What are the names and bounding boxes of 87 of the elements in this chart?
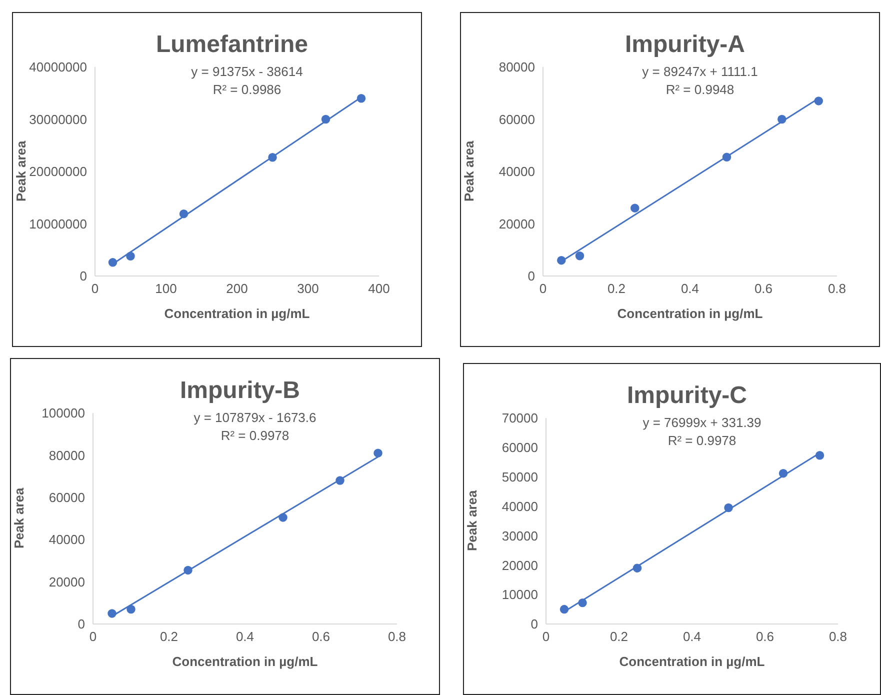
- annotation: R² = 0.9986: [212, 81, 282, 99]
- point: [724, 503, 733, 512]
- point: [630, 204, 640, 212]
- point: [126, 604, 136, 614]
- annotation: y = 107879x - 1673.6: [192, 409, 318, 427]
- x-tick-label: 0.6: [312, 629, 330, 644]
- point: [108, 609, 116, 618]
- x-tick-label: 400: [368, 281, 390, 296]
- x-tick-label: 0.2: [607, 281, 626, 296]
- x-tick-label: 200: [226, 281, 248, 296]
- annotation: y = 89247x + 1111.1: [641, 63, 759, 81]
- point: [278, 513, 288, 522]
- point: [268, 153, 277, 162]
- y-tick-label: 20000000: [29, 164, 87, 180]
- y-tick-label: 70000: [502, 410, 538, 426]
- point: [557, 256, 566, 265]
- y-tick-label: 100000: [42, 406, 85, 421]
- annotation: R² = 0.9978: [666, 432, 738, 450]
- x-tick-label: 0.4: [680, 281, 700, 296]
- y-tick-label: 30000: [502, 528, 538, 544]
- x-axis-title: Concentration in µg/mL: [164, 306, 310, 321]
- point: [126, 252, 135, 261]
- x-tick-label: 100: [155, 281, 177, 296]
- y-tick-label: 60000: [48, 490, 85, 506]
- point: [374, 448, 382, 458]
- y-tick-label: 20000: [498, 216, 535, 232]
- point: [108, 258, 118, 267]
- y-axis-title: Peak area: [462, 140, 477, 202]
- annotation: R² = 0.9948: [664, 81, 736, 99]
- point: [578, 598, 587, 608]
- y-tick-label: 80000: [498, 60, 535, 75]
- y-tick-label: 0: [80, 268, 87, 284]
- y-tick-label: 0: [78, 616, 85, 632]
- y-tick-label: 10000000: [29, 216, 87, 232]
- y-axis-title: Peak area: [12, 487, 27, 548]
- chart-title: Impurity-A: [624, 31, 746, 59]
- x-tick-label: 0.4: [236, 629, 254, 644]
- y-tick-label: 20000: [502, 558, 538, 573]
- x-axis-title: Concentration in µg/mL: [619, 654, 765, 669]
- point: [321, 114, 330, 124]
- point: [560, 604, 569, 614]
- x-tick-label: 0.2: [610, 629, 628, 644]
- point: [336, 476, 344, 485]
- x-axis-title: Concentration in µg/mL: [617, 306, 763, 321]
- point: [778, 468, 788, 478]
- point: [778, 114, 786, 124]
- x-tick-label: 0.8: [828, 629, 848, 644]
- annotation: y = 76999x + 331.39: [642, 414, 762, 432]
- point: [815, 451, 824, 460]
- y-axis-title: Peak area: [464, 490, 480, 551]
- x-tick-label: 0: [91, 281, 99, 296]
- x-tick-label: 0: [542, 629, 550, 644]
- chart-title: Impurity-C: [626, 382, 748, 410]
- y-tick-label: 60000: [498, 112, 535, 127]
- point: [814, 96, 823, 106]
- y-tick-label: 50000: [502, 469, 538, 484]
- x-tick-label: 0: [89, 629, 97, 644]
- chart-title: Lumefantrine: [154, 31, 309, 59]
- y-tick-label: 80000: [48, 448, 85, 463]
- annotation: R² = 0.9978: [220, 427, 290, 445]
- chart-title: Impurity-B: [179, 377, 301, 405]
- point: [632, 564, 642, 572]
- x-axis-title: Concentration in µg/mL: [172, 654, 318, 669]
- y-tick-label: 40000: [48, 532, 85, 548]
- x-tick-label: 0.2: [160, 629, 178, 644]
- y-tick-label: 40000: [498, 164, 535, 180]
- y-tick-label: 60000: [502, 440, 538, 456]
- y-tick-label: 40000: [502, 498, 538, 514]
- x-tick-label: 0.8: [388, 629, 406, 644]
- point: [184, 566, 192, 575]
- x-tick-label: 300: [297, 281, 319, 296]
- y-tick-label: 0: [528, 268, 535, 284]
- point: [179, 209, 188, 218]
- y-tick-label: 40000000: [29, 60, 87, 75]
- annotation: y = 91375x - 38614: [190, 63, 304, 81]
- y-tick-label: 30000000: [29, 112, 87, 127]
- y-tick-label: 20000: [48, 574, 85, 590]
- y-tick-label: 0: [530, 616, 538, 632]
- x-tick-label: 0.6: [754, 281, 773, 296]
- x-tick-label: 0.6: [756, 629, 774, 644]
- point: [722, 152, 732, 162]
- y-tick-label: 10000: [502, 587, 538, 602]
- point: [356, 94, 366, 103]
- x-tick-label: 0.4: [682, 629, 702, 644]
- y-axis-title: Peak area: [14, 140, 29, 202]
- x-tick-label: 0.8: [828, 281, 846, 296]
- point: [575, 252, 584, 260]
